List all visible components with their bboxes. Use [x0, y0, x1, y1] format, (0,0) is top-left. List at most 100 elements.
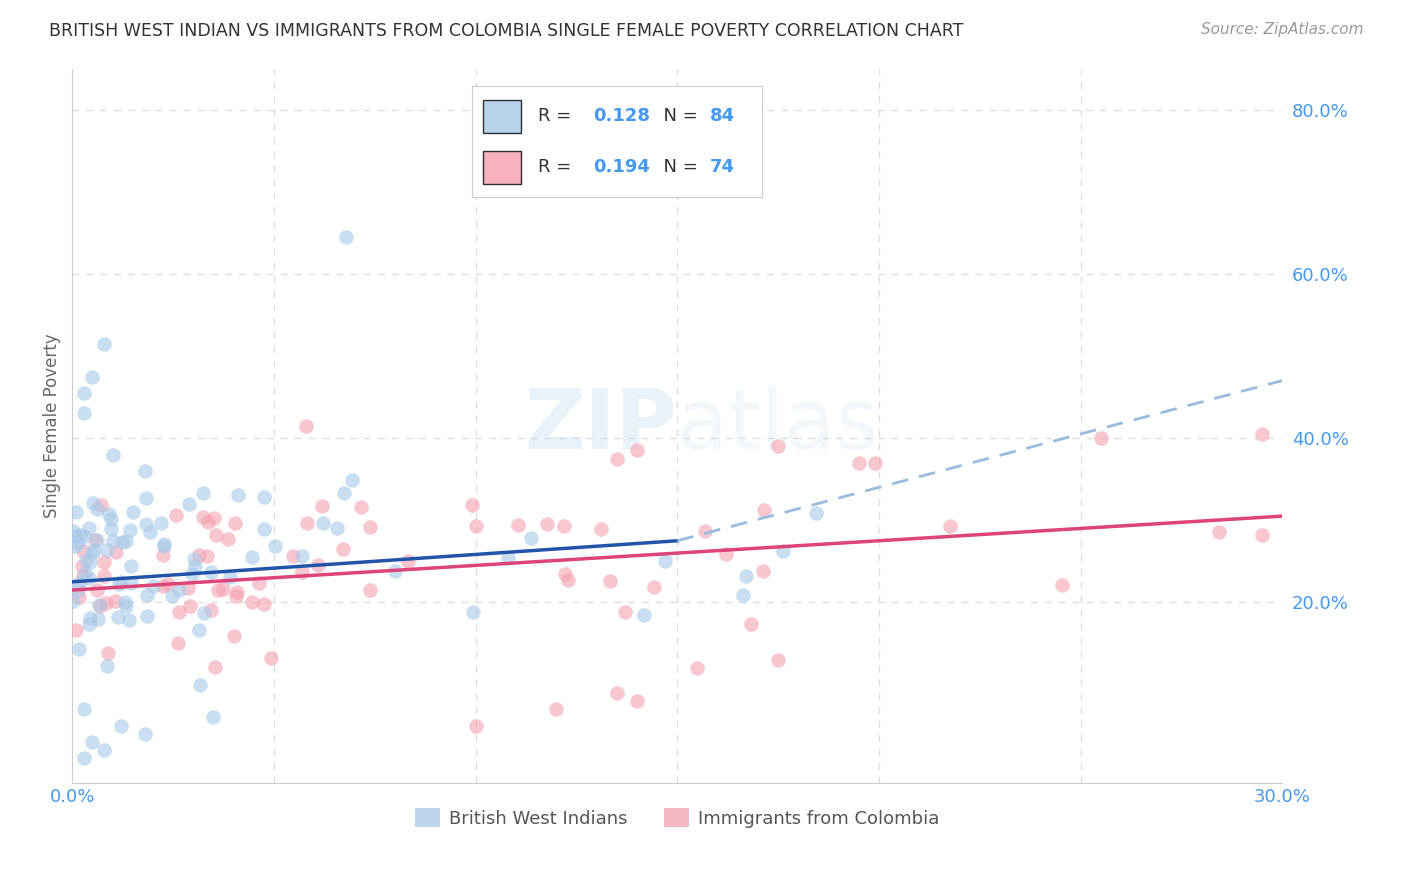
- Point: [326, 521, 349, 535]
- Point: [464, 718, 486, 732]
- Point: [73, 386, 96, 401]
- Point: [67, 642, 90, 657]
- Point: [67, 536, 90, 550]
- Point: [63, 539, 86, 553]
- Point: [460, 498, 482, 512]
- Point: [72, 558, 94, 573]
- Point: [207, 582, 229, 597]
- Point: [101, 448, 124, 462]
- Point: [86, 582, 108, 597]
- Point: [291, 549, 314, 563]
- Point: [307, 558, 329, 572]
- Point: [295, 418, 318, 433]
- Point: [121, 505, 143, 519]
- Point: [1251, 527, 1274, 541]
- Point: [536, 517, 558, 532]
- Point: [225, 589, 247, 603]
- Point: [295, 516, 318, 531]
- Point: [73, 407, 96, 421]
- Point: [752, 503, 775, 517]
- Point: [939, 518, 962, 533]
- Point: [65, 623, 87, 637]
- Point: [643, 580, 665, 594]
- Point: [72, 569, 94, 583]
- Point: [108, 577, 131, 591]
- Point: [104, 545, 127, 559]
- Point: [554, 566, 576, 581]
- Point: [1052, 578, 1074, 592]
- Point: [205, 528, 228, 542]
- Point: [195, 549, 218, 564]
- Point: [465, 518, 488, 533]
- Point: [202, 710, 225, 724]
- Point: [89, 599, 111, 613]
- Point: [772, 543, 794, 558]
- Point: [179, 599, 201, 614]
- Point: [848, 456, 870, 470]
- Point: [79, 616, 101, 631]
- Point: [165, 508, 187, 522]
- Point: [79, 555, 101, 569]
- Point: [134, 727, 156, 741]
- Point: [735, 569, 758, 583]
- Text: ZIP: ZIP: [524, 385, 678, 467]
- Point: [104, 594, 127, 608]
- Point: [693, 524, 716, 539]
- Point: [72, 544, 94, 558]
- Point: [333, 486, 356, 500]
- Point: [83, 543, 105, 558]
- Point: [67, 582, 90, 597]
- Point: [65, 529, 87, 543]
- Point: [111, 535, 134, 549]
- Point: [93, 336, 115, 351]
- Point: [204, 660, 226, 674]
- Point: [120, 576, 142, 591]
- Point: [93, 743, 115, 757]
- Point: [1208, 524, 1230, 539]
- Point: [184, 558, 207, 573]
- Text: atlas: atlas: [678, 385, 879, 467]
- Point: [228, 488, 250, 502]
- Point: [115, 534, 138, 549]
- Point: [557, 573, 579, 587]
- Point: [202, 511, 225, 525]
- Point: [72, 529, 94, 543]
- Point: [62, 524, 84, 539]
- Point: [508, 518, 530, 533]
- Point: [332, 541, 354, 556]
- Point: [73, 566, 96, 580]
- Point: [340, 473, 363, 487]
- Point: [1251, 426, 1274, 441]
- Point: [613, 605, 636, 619]
- Point: [80, 546, 103, 560]
- Point: [135, 517, 157, 532]
- Point: [240, 550, 263, 565]
- Point: [114, 595, 136, 609]
- Point: [167, 582, 190, 597]
- Point: [626, 694, 648, 708]
- Point: [183, 552, 205, 566]
- Point: [167, 605, 190, 619]
- Point: [520, 531, 543, 545]
- Point: [115, 599, 138, 614]
- Point: [806, 506, 828, 520]
- Point: [546, 702, 568, 716]
- Point: [152, 537, 174, 551]
- Point: [69, 528, 91, 542]
- Point: [606, 451, 628, 466]
- Point: [157, 577, 180, 591]
- Point: [606, 686, 628, 700]
- Point: [100, 512, 122, 526]
- Point: [247, 576, 270, 591]
- Point: [359, 582, 381, 597]
- Point: [731, 588, 754, 602]
- Y-axis label: Single Female Poverty: Single Female Poverty: [44, 334, 60, 518]
- Point: [100, 522, 122, 536]
- Point: [65, 505, 87, 519]
- Point: [359, 519, 381, 533]
- Point: [291, 565, 314, 579]
- Point: [87, 599, 110, 613]
- Point: [240, 595, 263, 609]
- Point: [77, 571, 100, 585]
- Point: [75, 552, 97, 566]
